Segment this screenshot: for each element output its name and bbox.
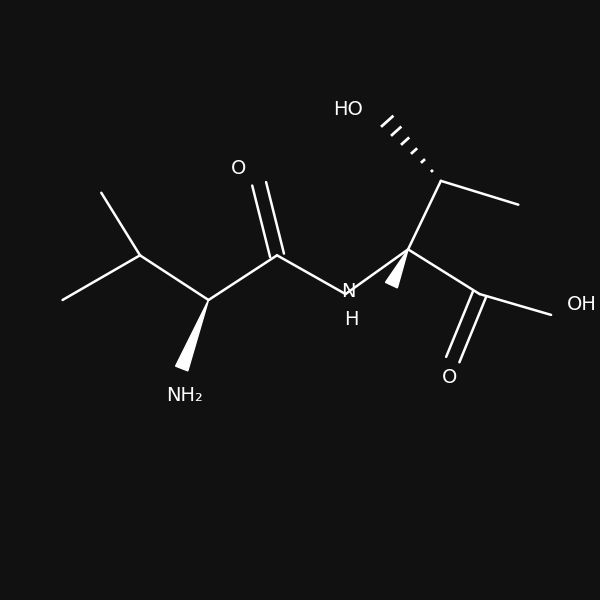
Text: O: O	[230, 160, 246, 178]
Text: NH₂: NH₂	[166, 386, 203, 405]
Text: HO: HO	[334, 100, 364, 119]
Polygon shape	[385, 250, 408, 288]
Text: H: H	[344, 310, 359, 329]
Text: OH: OH	[567, 295, 597, 314]
Text: O: O	[442, 368, 457, 387]
Polygon shape	[176, 300, 209, 371]
Text: N: N	[341, 281, 356, 301]
